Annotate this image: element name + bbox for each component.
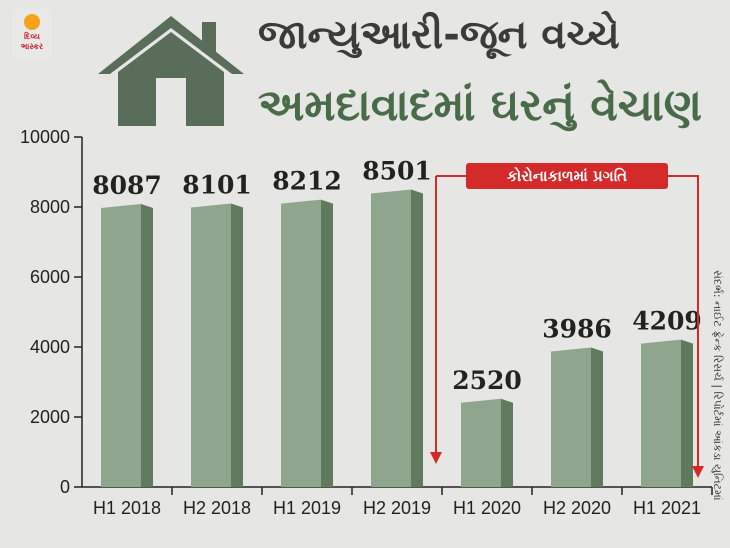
- bar-value-label: 8101: [182, 170, 252, 199]
- bar: [281, 199, 321, 487]
- bar: [371, 189, 411, 487]
- x-tick-label: H2 2020: [543, 498, 611, 518]
- bar-group: 8087: [92, 171, 162, 487]
- y-tick-label: 8000: [30, 197, 70, 217]
- house-icon: [98, 16, 244, 126]
- annotation-left-arrowhead: [430, 452, 442, 464]
- bar-side: [321, 199, 333, 487]
- sun-icon: [24, 14, 40, 30]
- bar-value-label: 3986: [542, 314, 612, 343]
- x-tick-label: H1 2020: [453, 498, 521, 518]
- source-note: સંદર્ભ: નાઈટ ફ્રેન્ક રિસર્ચ | રિપોર્ટમાં…: [711, 270, 724, 501]
- bar: [551, 347, 591, 487]
- x-tick-label: H1 2018: [93, 498, 161, 518]
- bar-side: [411, 189, 423, 487]
- y-tick-label: 6000: [30, 267, 70, 287]
- bar: [641, 339, 681, 487]
- title-line-2: અમદાવાદમાં ઘરનું વેચાણ: [258, 80, 703, 131]
- bar-group: 4209: [632, 307, 702, 487]
- bar: [461, 398, 501, 487]
- annotation-bracket: કોરોનાકાળમાં પ્રગતિ: [430, 163, 704, 478]
- bar-group: 3986: [542, 314, 612, 487]
- bar-side: [141, 203, 153, 487]
- bar-value-label: 8087: [92, 171, 162, 200]
- x-tick-label: H2 2019: [363, 498, 431, 518]
- bar-group: 8212: [272, 167, 342, 487]
- bar: [191, 203, 231, 487]
- divya-bhaskar-logo: દિવ્ય ભાસ્કર: [12, 10, 52, 60]
- bar-group: 8501: [362, 156, 432, 487]
- bar: [101, 203, 141, 487]
- y-tick-label: 4000: [30, 337, 70, 357]
- logo-brand-text: દિવ્ય ભાસ્કર: [20, 32, 44, 51]
- y-tick-label: 10000: [20, 127, 70, 147]
- bar-value-label: 4209: [632, 307, 702, 336]
- x-tick-label: H2 2018: [183, 498, 251, 518]
- annotation-right-arrowhead: [692, 466, 704, 478]
- annotation-label: કોરોનાકાળમાં પ્રગતિ: [507, 166, 627, 185]
- bar-side: [681, 339, 693, 487]
- bar-group: 8101: [182, 170, 252, 487]
- bar-value-label: 2520: [452, 366, 522, 395]
- bar-side: [501, 398, 513, 487]
- y-tick-label: 2000: [30, 407, 70, 427]
- bar-side: [231, 203, 243, 487]
- bar-value-label: 8501: [362, 156, 432, 185]
- annotation-box: [466, 163, 668, 189]
- y-tick-label: 0: [60, 477, 70, 497]
- bar-side: [591, 347, 603, 487]
- bar-value-label: 8212: [272, 167, 342, 196]
- x-tick-label: H1 2019: [273, 498, 341, 518]
- bar-group: 2520: [452, 366, 522, 487]
- x-tick-label: H1 2021: [633, 498, 701, 518]
- title-line-1: જાન્યુઆરી-જૂન વચ્ચે: [258, 12, 620, 58]
- annotation-top-line-right: [668, 175, 699, 466]
